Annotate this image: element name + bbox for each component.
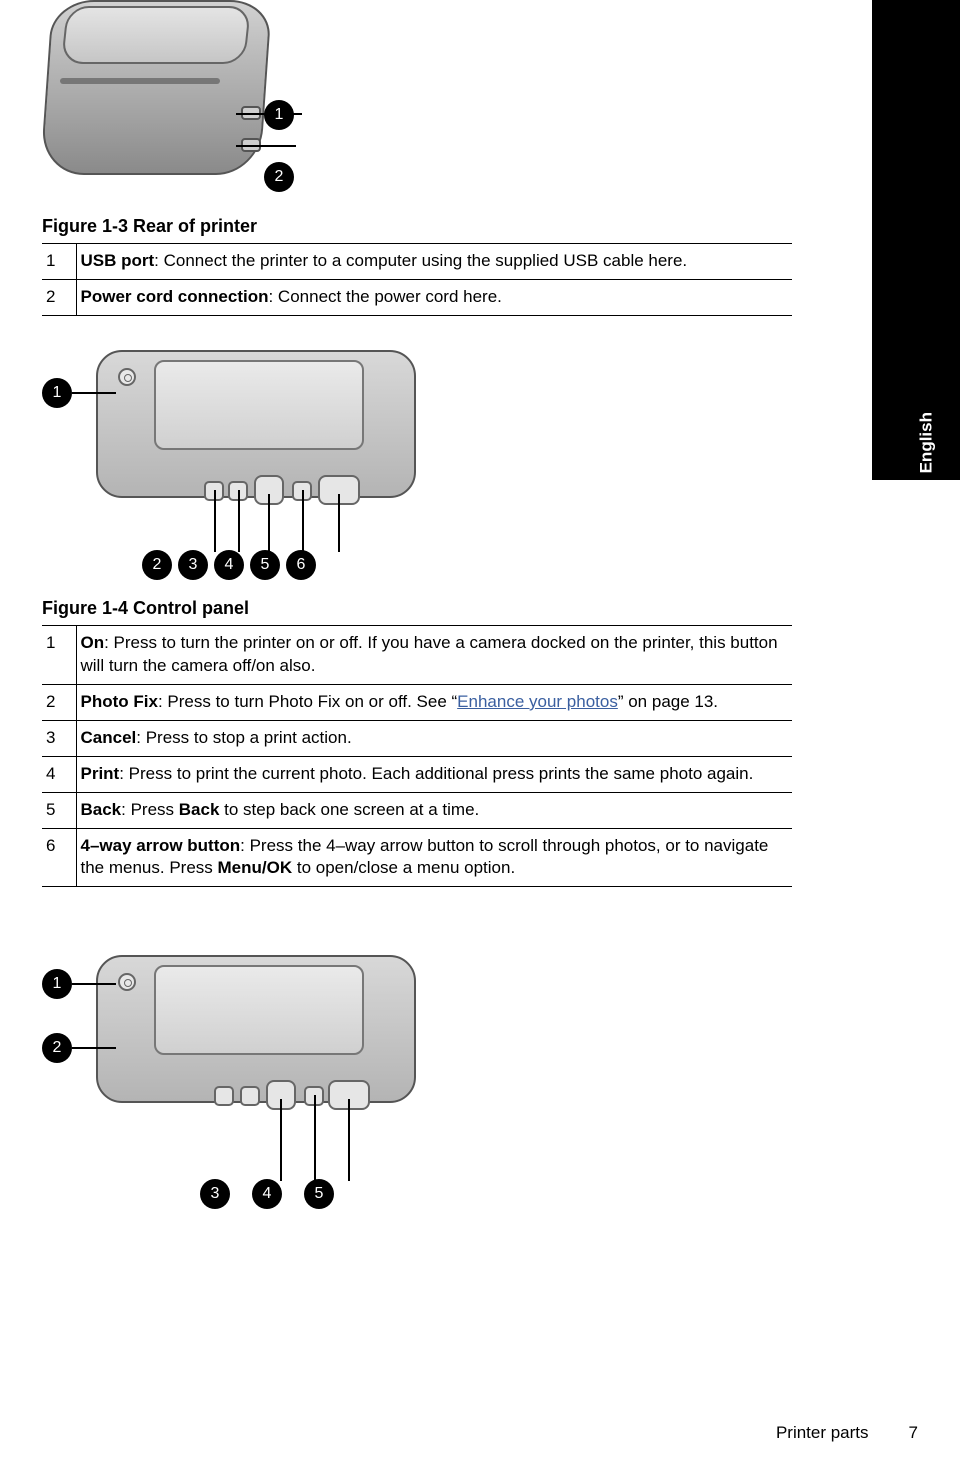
legend-text: Print: Press to print the current photo.… <box>76 756 792 792</box>
table-row: 2 Photo Fix: Press to turn Photo Fix on … <box>42 684 792 720</box>
legend-text: Cancel: Press to stop a print action. <box>76 720 792 756</box>
legend-text: Back: Press Back to step back one screen… <box>76 792 792 828</box>
link-enhance-photos[interactable]: Enhance your photos <box>457 692 618 711</box>
legend-num: 5 <box>42 792 76 828</box>
figure-1-5-illustration: 1 2 3 4 5 <box>42 955 918 1215</box>
table-row: 1 On: Press to turn the printer on or of… <box>42 625 792 684</box>
callout-pill: 2 <box>42 1033 72 1063</box>
legend-num: 1 <box>42 244 76 280</box>
callout-pill: 1 <box>42 969 72 999</box>
callout-pill: 1 <box>42 378 72 408</box>
callout-pill: 3 <box>178 550 208 580</box>
footer-page: 7 <box>909 1423 918 1443</box>
legend-text: 4–way arrow button: Press the 4–way arro… <box>76 828 792 887</box>
figure-title: Figure 1-3 Rear of printer <box>42 216 918 237</box>
table-row: 2 Power cord connection: Connect the pow… <box>42 279 792 315</box>
callout-pill: 4 <box>214 550 244 580</box>
callout-pill: 4 <box>252 1179 282 1209</box>
legend-num: 6 <box>42 828 76 887</box>
callout-pill: 3 <box>200 1179 230 1209</box>
callout-pill: 6 <box>286 550 316 580</box>
legend-num: 3 <box>42 720 76 756</box>
figure-1-3-legend: 1 USB port: Connect the printer to a com… <box>42 243 792 316</box>
legend-num: 2 <box>42 279 76 315</box>
legend-num: 1 <box>42 625 76 684</box>
legend-num: 4 <box>42 756 76 792</box>
table-row: 6 4–way arrow button: Press the 4–way ar… <box>42 828 792 887</box>
page-footer: Printer parts 7 <box>0 1423 960 1443</box>
legend-text: Photo Fix: Press to turn Photo Fix on or… <box>76 684 792 720</box>
legend-num: 2 <box>42 684 76 720</box>
figure-title: Figure 1-4 Control panel <box>42 598 918 619</box>
callout-pill: 5 <box>250 550 280 580</box>
table-row: 4 Print: Press to print the current phot… <box>42 756 792 792</box>
table-row: 5 Back: Press Back to step back one scre… <box>42 792 792 828</box>
legend-text: On: Press to turn the printer on or off.… <box>76 625 792 684</box>
legend-text: Power cord connection: Connect the power… <box>76 279 792 315</box>
callout-pill: 1 <box>264 100 294 130</box>
callout-pill: 2 <box>142 550 172 580</box>
legend-text: USB port: Connect the printer to a compu… <box>76 244 792 280</box>
figure-1-4-illustration: 1 2 3 4 5 6 <box>42 350 918 580</box>
figure-1-4-legend: 1 On: Press to turn the printer on or of… <box>42 625 792 888</box>
table-row: 3 Cancel: Press to stop a print action. <box>42 720 792 756</box>
callout-pill: 2 <box>264 162 294 192</box>
footer-section: Printer parts <box>776 1423 869 1443</box>
figure-1-3-illustration <box>46 0 301 180</box>
language-label: English <box>916 412 936 473</box>
callout-pill: 5 <box>304 1179 334 1209</box>
table-row: 1 USB port: Connect the printer to a com… <box>42 244 792 280</box>
